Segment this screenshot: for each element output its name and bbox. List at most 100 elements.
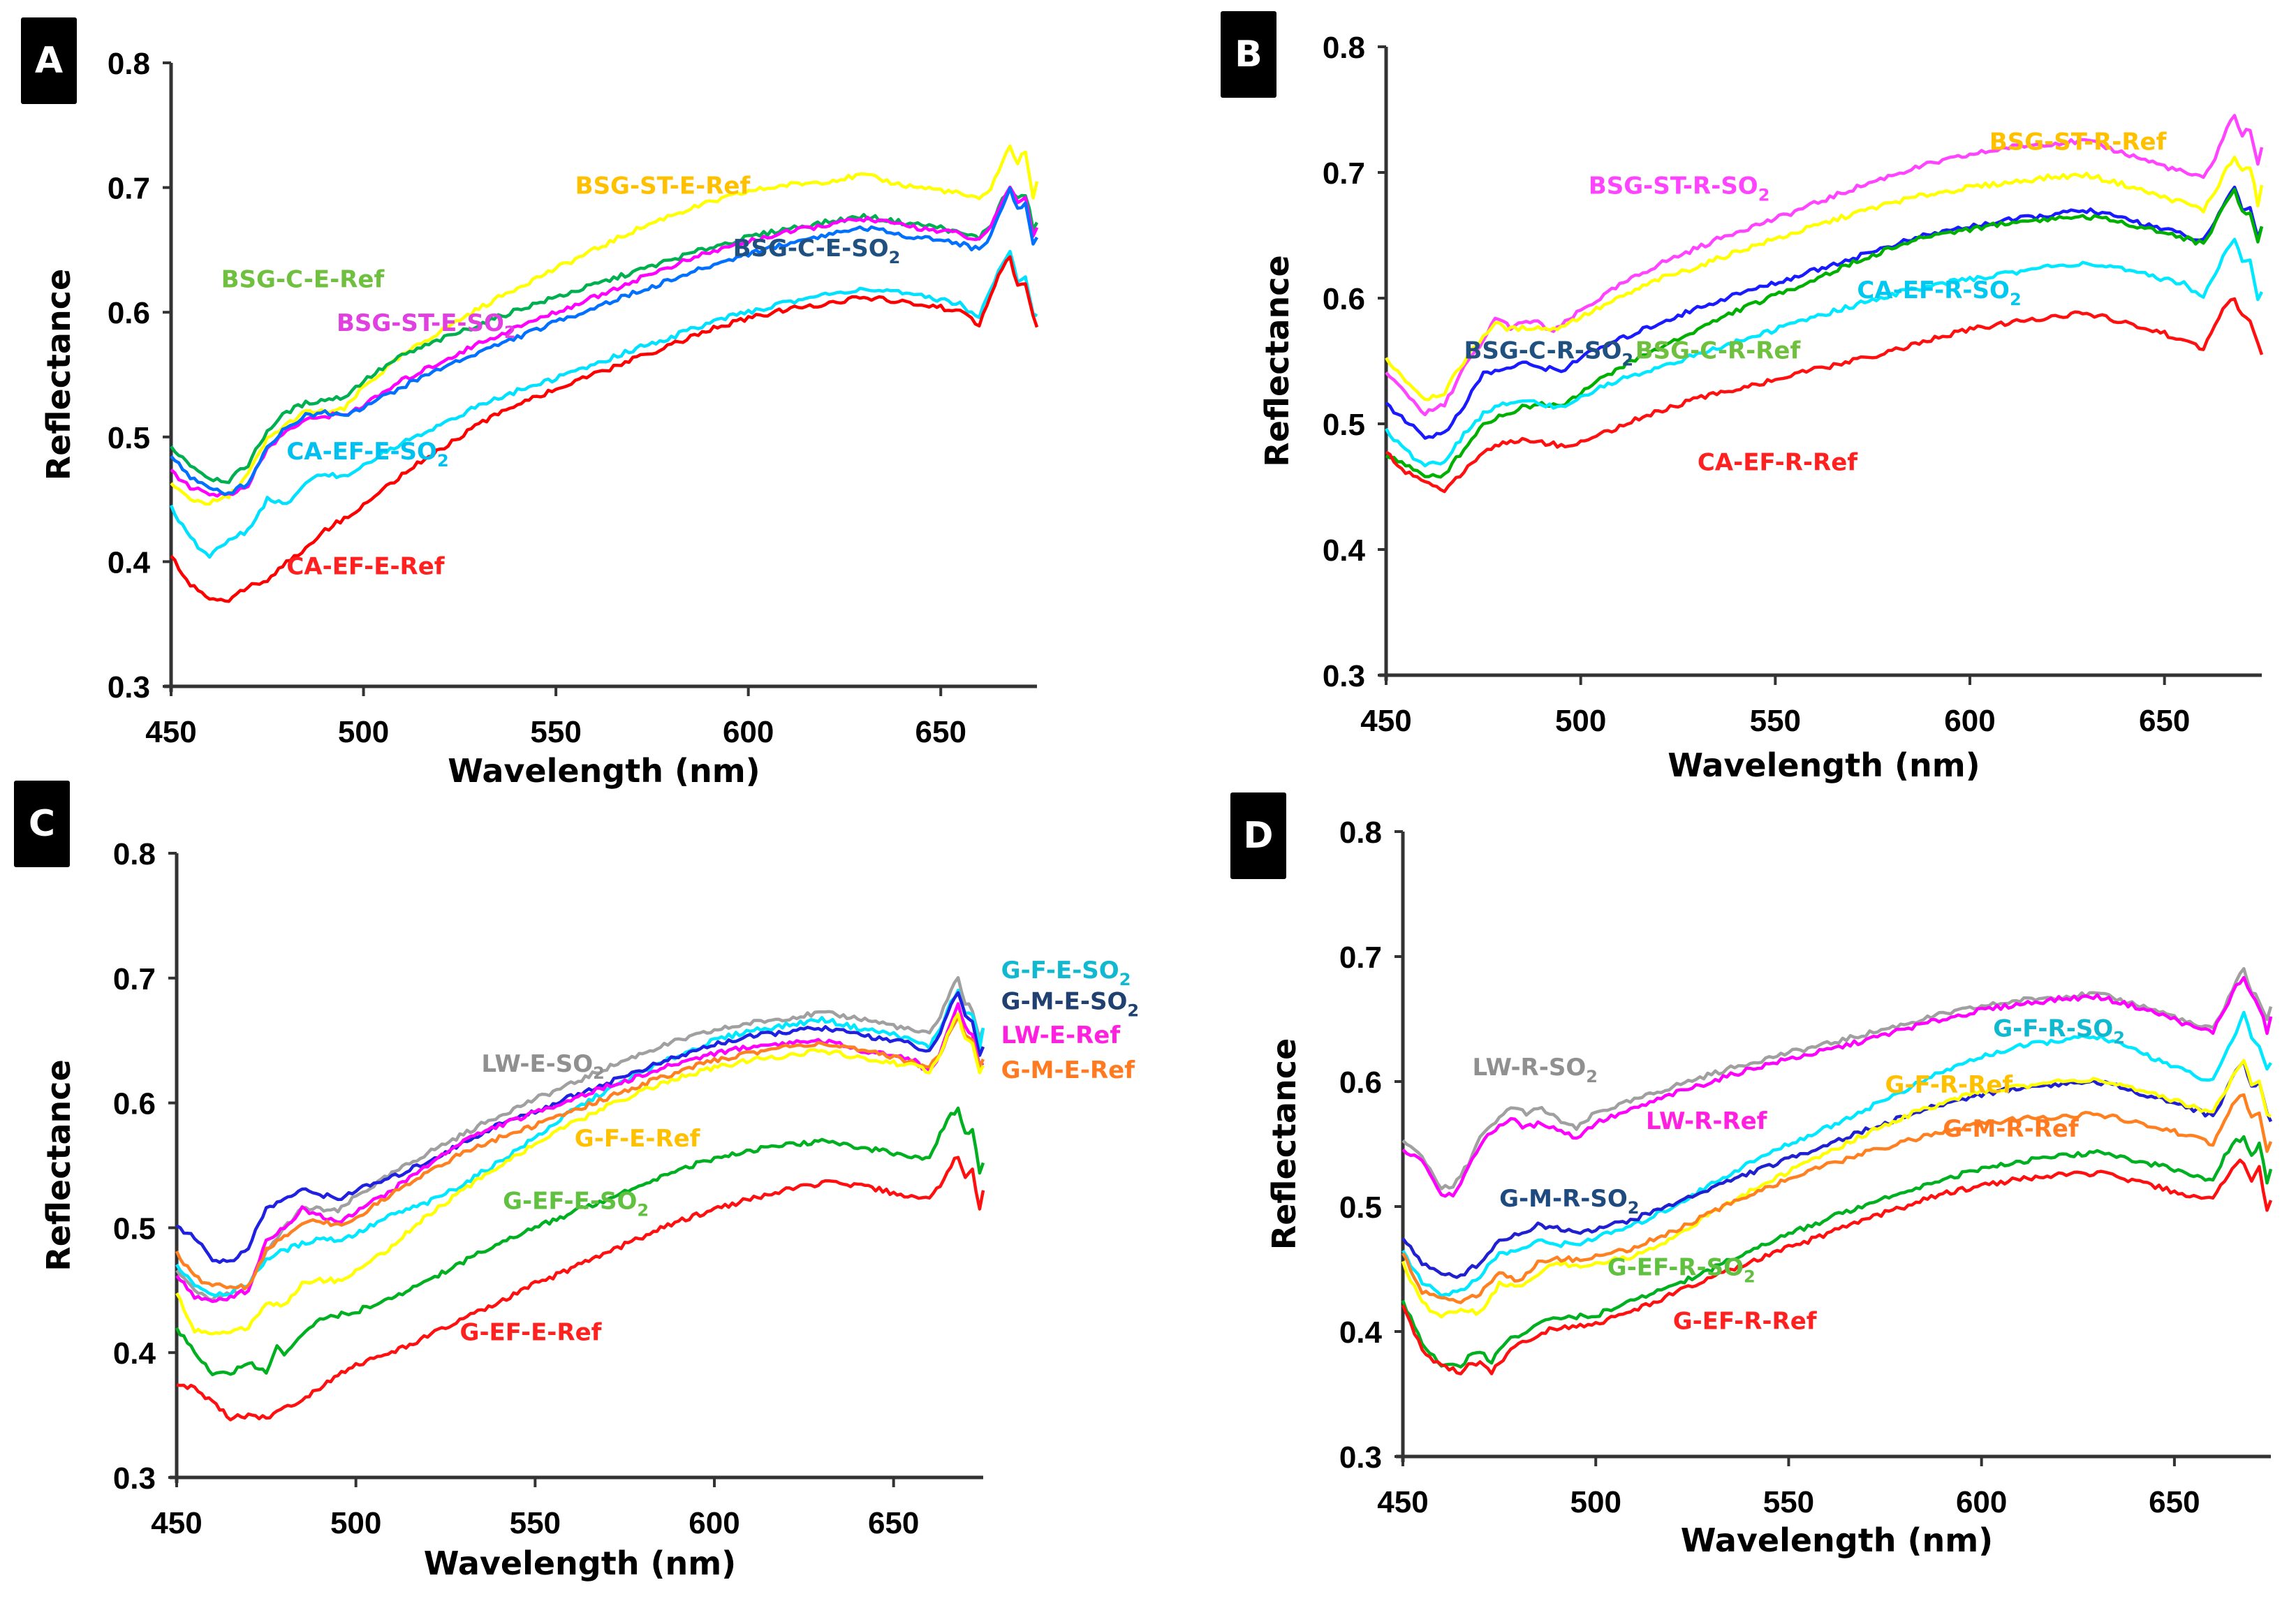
x-axis-title: Wavelength (nm) [1668, 746, 1980, 784]
series-label: G-F-R-Ref [1885, 1071, 2014, 1099]
series-label: BSG-C-R-SO2 [1464, 337, 1633, 369]
y-tick-label: 0.8 [113, 837, 156, 871]
x-tick-label: 600 [1944, 704, 1995, 738]
chart-panel-b: 0.3 0.4 0.5 0.6 0.7 0.8 450 500 550 600 650 Wavelen… [1258, 31, 2264, 784]
series-line-ca-ef-e-so2 [169, 249, 1038, 559]
y-tick-label: 0.4 [1323, 533, 1366, 568]
y-tick-label: 0.7 [108, 172, 150, 206]
series-label: G-F-R-SO2 [1993, 1015, 2125, 1048]
x-tick-label: 550 [1763, 1485, 1814, 1519]
series-label: CA-EF-E-Ref [286, 552, 445, 580]
y-axis-title: Reflectance [40, 269, 78, 480]
y-tick-label: 0.4 [113, 1336, 156, 1371]
x-tick-label: 650 [915, 715, 966, 749]
y-tick-label: 0.5 [108, 421, 150, 455]
series-line-ca-ef-r-ref [1385, 297, 2264, 494]
series-line-bsg-st-r-ref [1385, 155, 2264, 401]
y-tick-label: 0.6 [113, 1087, 156, 1121]
panel-badge-d: D [1230, 792, 1286, 879]
x-tick-label: 600 [723, 715, 774, 749]
series-label: CA-EF-E-SO2 [286, 438, 448, 471]
x-tick-label: 650 [2139, 704, 2190, 738]
y-tick-label: 0.7 [1323, 156, 1365, 191]
y-tick-label: 0.8 [108, 47, 150, 81]
x-tick-label: 500 [1570, 1485, 1621, 1519]
y-tick-label: 0.7 [113, 962, 156, 996]
x-axis-title: Wavelength (nm) [424, 1544, 736, 1582]
series-line-bsg-c-r-so2 [1385, 185, 2264, 440]
x-tick-label: 650 [868, 1506, 919, 1540]
series-line-g-m-r-ref [1401, 1093, 2273, 1304]
x-tick-label: 500 [330, 1506, 381, 1540]
x-tick-label: 450 [145, 715, 196, 749]
series-line-lw-e-so2 [175, 975, 985, 1301]
y-tick-label: 0.5 [113, 1211, 156, 1246]
series-line-ca-ef-r-so2 [1385, 237, 2264, 468]
series-line-g-ef-e-ref [176, 1156, 985, 1422]
series-line-bsg-st-r-so2 [1385, 114, 2264, 417]
series-line-bsg-st-e-so2 [170, 185, 1039, 498]
y-tick-label: 0.3 [1323, 659, 1365, 693]
x-tick-label: 550 [1750, 704, 1801, 738]
series-label: G-EF-E-Ref [460, 1318, 603, 1346]
series-line-g-m-r-so2 [1401, 1059, 2273, 1279]
series-label: G-F-E-SO2 [1001, 957, 1131, 989]
x-tick-label: 600 [1956, 1485, 2007, 1519]
series-line-g-m-e-ref [175, 1015, 985, 1291]
y-tick-label: 0.8 [1323, 31, 1365, 65]
y-tick-label: 0.3 [113, 1461, 156, 1496]
series-label: BSG-ST-R-SO2 [1589, 172, 1770, 205]
series-line-g-ef-r-so2 [1401, 1135, 2273, 1369]
series-line-ca-ef-e-ref [170, 255, 1039, 603]
series-label: LW-E-Ref [1001, 1022, 1121, 1049]
x-tick-label: 450 [1377, 1485, 1428, 1519]
x-tick-label: 600 [689, 1506, 739, 1540]
series-line-g-f-e-ref [175, 1012, 985, 1336]
series-label: G-EF-R-SO2 [1607, 1253, 1756, 1286]
y-axis-title: Reflectance [1258, 255, 1296, 466]
y-tick-label: 0.6 [108, 296, 150, 330]
x-tick-label: 550 [510, 1506, 561, 1540]
y-tick-label: 0.3 [108, 670, 150, 705]
series-label: CA-EF-R-SO2 [1857, 276, 2021, 309]
panel-badge-b: B [1221, 11, 1276, 98]
y-tick-label: 0.4 [1339, 1315, 1383, 1350]
series-line-g-ef-e-so2 [175, 1106, 985, 1377]
series-label: BSG-ST-R-Ref [1989, 128, 2168, 156]
y-tick-label: 0.3 [1339, 1440, 1382, 1475]
x-tick-label: 450 [1360, 704, 1411, 738]
series-line-bsg-c-e-so2 [170, 186, 1038, 496]
series-label: LW-E-SO2 [481, 1050, 605, 1083]
series-label: BSG-C-E-Ref [221, 265, 385, 293]
x-tick-label: 500 [338, 715, 389, 749]
chart-panel-a: 0.3 0.4 0.5 0.6 0.7 0.8 450 500 550 600 650 Wavelen… [40, 47, 1039, 790]
y-tick-label: 0.4 [108, 545, 151, 580]
y-tick-label: 0.8 [1339, 816, 1382, 850]
series-label: G-EF-R-Ref [1673, 1307, 1818, 1335]
y-tick-label: 0.6 [1323, 282, 1365, 316]
x-axis-title: Wavelength (nm) [1681, 1521, 1993, 1559]
series-label: G-F-E-Ref [575, 1125, 701, 1153]
series-line-bsg-c-e-ref [170, 185, 1038, 485]
y-tick-label: 0.6 [1339, 1065, 1382, 1100]
series-label: G-M-R-Ref [1943, 1115, 2079, 1143]
panel-badge-c: C [14, 781, 70, 867]
x-tick-label: 450 [151, 1506, 202, 1540]
x-axis-title: Wavelength (nm) [448, 752, 760, 790]
series-line-lw-r-ref [1401, 975, 2273, 1198]
series-line-bsg-c-r-ref [1385, 188, 2264, 479]
x-tick-label: 500 [1555, 704, 1606, 738]
y-tick-label: 0.5 [1339, 1190, 1382, 1225]
series-label: G-M-E-Ref [1001, 1056, 1136, 1084]
series-label: G-M-E-SO2 [1001, 988, 1139, 1021]
panel-badge-a: A [21, 17, 77, 104]
y-axis-title: Reflectance [1265, 1038, 1303, 1250]
y-tick-label: 0.5 [1323, 408, 1365, 442]
x-tick-label: 650 [2149, 1485, 2200, 1519]
series-label: G-EF-E-SO2 [503, 1188, 649, 1221]
series-line-g-f-e-so2 [175, 989, 985, 1298]
series-line-g-f-r-ref [1401, 1059, 2272, 1319]
series-label: LW-R-Ref [1646, 1107, 1768, 1135]
chart-panel-d: 0.3 0.4 0.5 0.6 0.7 0.8 450 500 550 600 650 Wavelen… [1265, 816, 2273, 1559]
